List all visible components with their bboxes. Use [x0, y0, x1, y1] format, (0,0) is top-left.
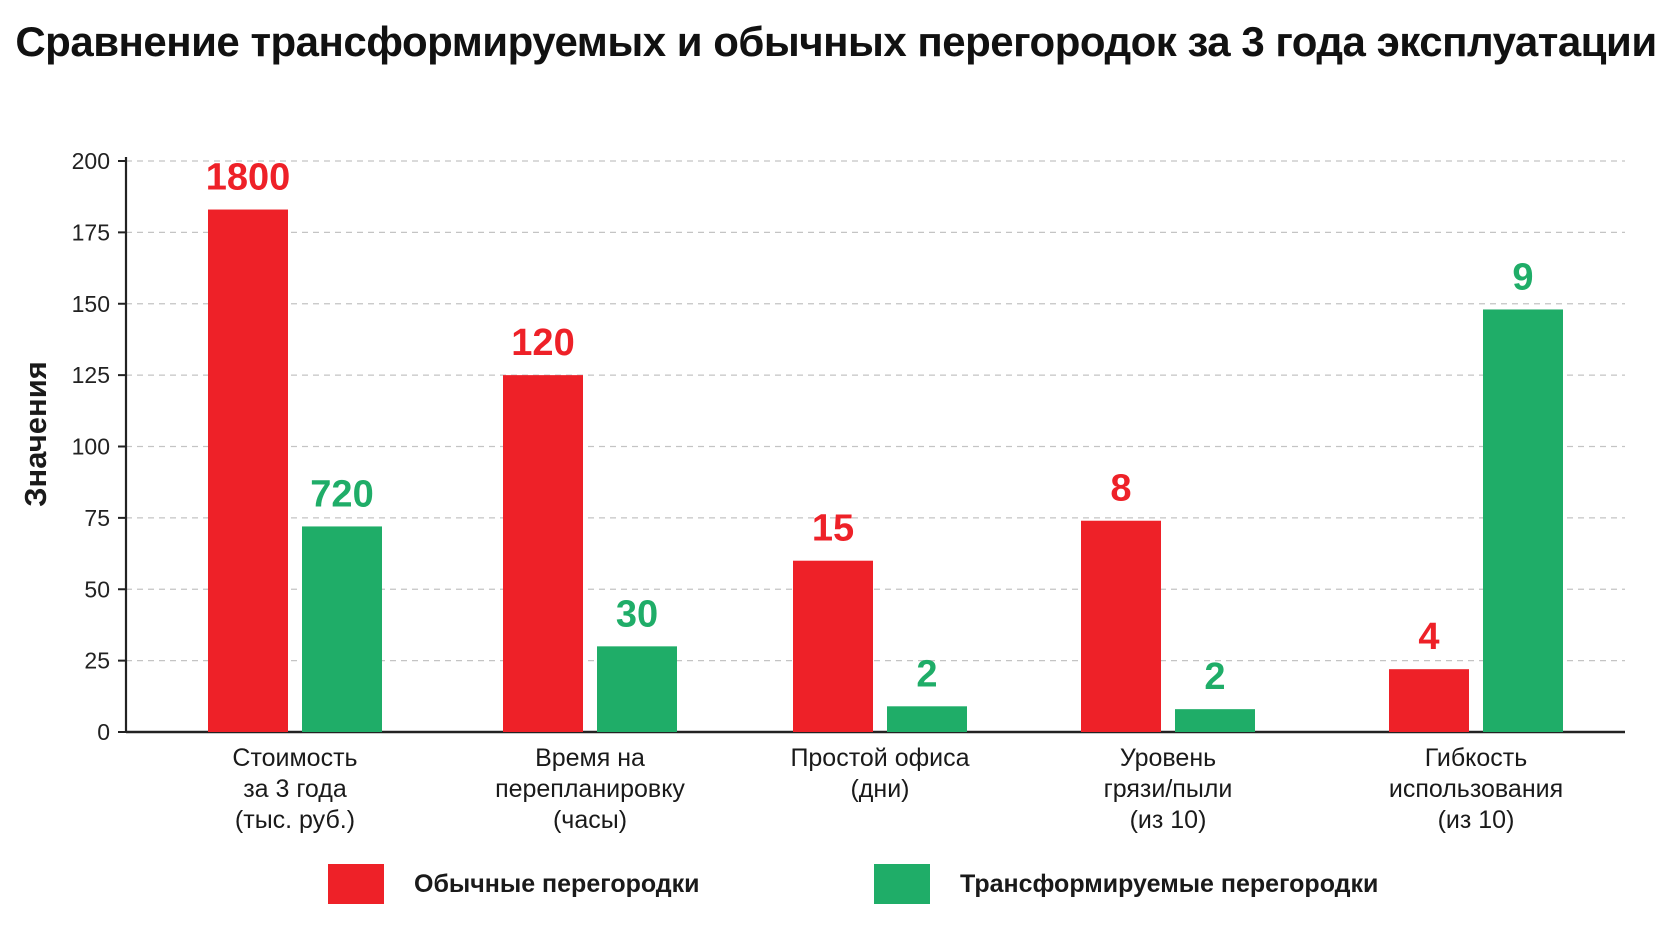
- x-category-label: Уровень: [1120, 744, 1216, 772]
- x-category-label: Гибкость: [1425, 744, 1528, 772]
- x-category-label: грязи/пыли: [1104, 775, 1233, 803]
- bar-regular: [1081, 520, 1161, 732]
- data-label: 9: [1512, 256, 1533, 298]
- x-category-label: использования: [1389, 775, 1563, 803]
- data-label: 2: [916, 653, 937, 695]
- chart-title: Сравнение трансформируемых и обычных пер…: [15, 18, 1657, 65]
- data-label: 8: [1110, 468, 1131, 510]
- bar-regular: [208, 209, 288, 732]
- x-category-label: (из 10): [1130, 806, 1207, 834]
- x-category-label: Стоимость: [232, 744, 357, 772]
- data-label: 4: [1418, 616, 1439, 658]
- bar-transformable: [597, 646, 677, 732]
- legend-swatch-regular: [328, 864, 384, 904]
- legend-label-transformable: Трансформируемые перегородки: [960, 869, 1379, 898]
- data-label: 720: [310, 473, 373, 515]
- legend-item-transformable: Трансформируемые перегородки: [874, 862, 1378, 906]
- y-tick-label: 200: [72, 148, 110, 174]
- y-tick-label: 175: [72, 219, 110, 245]
- bar-transformable: [887, 706, 967, 732]
- bar-regular: [793, 560, 873, 732]
- bar-transformable: [1175, 709, 1255, 732]
- bar-transformable: [1483, 309, 1563, 732]
- x-category-label: Время на: [535, 744, 645, 772]
- y-tick-label: 50: [84, 576, 110, 602]
- x-category-label: (дни): [850, 775, 909, 803]
- y-tick-label: 100: [72, 434, 110, 460]
- x-category-label: перепланировку: [495, 775, 685, 803]
- x-category-label: за 3 года: [243, 775, 347, 803]
- data-label: 30: [616, 593, 658, 635]
- data-label: 2: [1204, 656, 1225, 698]
- x-category-label: (тыс. руб.): [235, 806, 355, 834]
- data-label: 1800: [206, 157, 291, 199]
- data-label: 15: [812, 508, 854, 550]
- y-tick-label: 150: [72, 291, 110, 317]
- y-tick-label: 125: [72, 362, 110, 388]
- y-tick-label: 0: [97, 719, 110, 745]
- bar-transformable: [302, 526, 382, 732]
- legend-swatch-transformable: [874, 864, 930, 904]
- y-tick-label: 25: [84, 648, 110, 674]
- legend-label-regular: Обычные перегородки: [414, 869, 700, 898]
- x-category-label: (из 10): [1438, 806, 1515, 834]
- bar-regular: [503, 375, 583, 732]
- bar-regular: [1389, 669, 1469, 732]
- y-axis-title: Значения: [18, 361, 53, 507]
- y-tick-label: 75: [84, 505, 110, 531]
- legend-item-regular: Обычные перегородки: [328, 862, 700, 906]
- data-label: 120: [511, 322, 574, 364]
- x-category-label: (часы): [553, 806, 627, 834]
- x-category-label: Простой офиса: [790, 744, 969, 772]
